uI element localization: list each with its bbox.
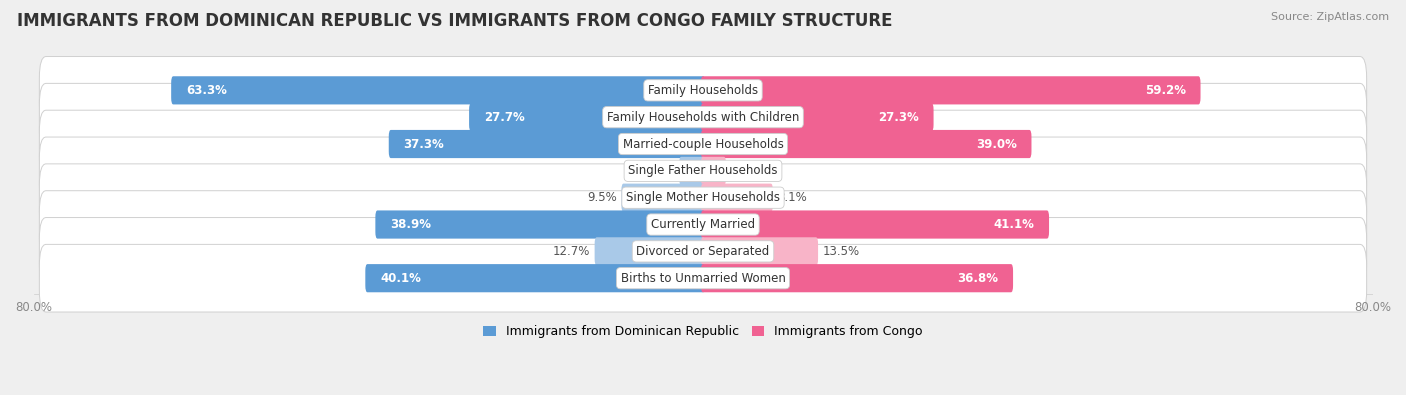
Text: IMMIGRANTS FROM DOMINICAN REPUBLIC VS IMMIGRANTS FROM CONGO FAMILY STRUCTURE: IMMIGRANTS FROM DOMINICAN REPUBLIC VS IM… xyxy=(17,12,893,30)
Text: 27.3%: 27.3% xyxy=(879,111,920,124)
FancyBboxPatch shape xyxy=(702,237,818,265)
Text: Currently Married: Currently Married xyxy=(651,218,755,231)
FancyBboxPatch shape xyxy=(39,110,1367,178)
FancyBboxPatch shape xyxy=(172,76,704,104)
Text: 2.6%: 2.6% xyxy=(645,164,675,177)
FancyBboxPatch shape xyxy=(702,130,1032,158)
Text: Divorced or Separated: Divorced or Separated xyxy=(637,245,769,258)
Legend: Immigrants from Dominican Republic, Immigrants from Congo: Immigrants from Dominican Republic, Immi… xyxy=(484,325,922,339)
Text: Married-couple Households: Married-couple Households xyxy=(623,137,783,150)
FancyBboxPatch shape xyxy=(375,211,704,239)
FancyBboxPatch shape xyxy=(702,157,725,185)
Text: 8.1%: 8.1% xyxy=(778,191,807,204)
FancyBboxPatch shape xyxy=(702,211,1049,239)
Text: 12.7%: 12.7% xyxy=(553,245,591,258)
Text: Single Mother Households: Single Mother Households xyxy=(626,191,780,204)
FancyBboxPatch shape xyxy=(39,83,1367,151)
Text: 41.1%: 41.1% xyxy=(994,218,1035,231)
Text: Single Father Households: Single Father Households xyxy=(628,164,778,177)
FancyBboxPatch shape xyxy=(39,137,1367,205)
FancyBboxPatch shape xyxy=(366,264,704,292)
Text: 36.8%: 36.8% xyxy=(957,272,998,285)
FancyBboxPatch shape xyxy=(470,103,704,131)
FancyBboxPatch shape xyxy=(679,157,704,185)
Text: Family Households with Children: Family Households with Children xyxy=(607,111,799,124)
FancyBboxPatch shape xyxy=(39,218,1367,285)
Text: Births to Unmarried Women: Births to Unmarried Women xyxy=(620,272,786,285)
Text: 39.0%: 39.0% xyxy=(976,137,1017,150)
FancyBboxPatch shape xyxy=(39,56,1367,124)
FancyBboxPatch shape xyxy=(702,184,773,212)
FancyBboxPatch shape xyxy=(621,184,704,212)
Text: 37.3%: 37.3% xyxy=(404,137,444,150)
Text: Source: ZipAtlas.com: Source: ZipAtlas.com xyxy=(1271,12,1389,22)
Text: 13.5%: 13.5% xyxy=(823,245,860,258)
Text: 9.5%: 9.5% xyxy=(588,191,617,204)
FancyBboxPatch shape xyxy=(39,164,1367,231)
Text: 63.3%: 63.3% xyxy=(186,84,226,97)
FancyBboxPatch shape xyxy=(702,103,934,131)
FancyBboxPatch shape xyxy=(702,264,1014,292)
FancyBboxPatch shape xyxy=(702,76,1201,104)
Text: 59.2%: 59.2% xyxy=(1144,84,1185,97)
Text: 38.9%: 38.9% xyxy=(389,218,432,231)
Text: Family Households: Family Households xyxy=(648,84,758,97)
FancyBboxPatch shape xyxy=(595,237,704,265)
FancyBboxPatch shape xyxy=(39,191,1367,258)
FancyBboxPatch shape xyxy=(39,245,1367,312)
Text: 40.1%: 40.1% xyxy=(380,272,420,285)
Text: 27.7%: 27.7% xyxy=(484,111,524,124)
Text: 2.5%: 2.5% xyxy=(731,164,761,177)
FancyBboxPatch shape xyxy=(388,130,704,158)
